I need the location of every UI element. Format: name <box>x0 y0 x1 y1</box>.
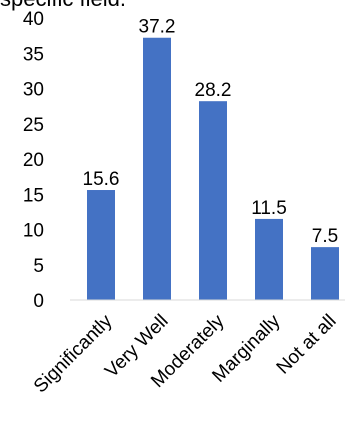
y-tick-label: 25 <box>23 115 44 136</box>
y-axis-ticks: 0 5 10 15 20 25 30 35 40 <box>23 9 44 312</box>
data-label: 11.5 <box>251 198 287 219</box>
y-tick-label: 15 <box>23 185 44 206</box>
y-tick-label: 30 <box>23 80 44 101</box>
y-tick-label: 5 <box>33 256 44 277</box>
data-label: 7.5 <box>312 226 338 247</box>
data-label: 28.2 <box>195 80 232 101</box>
bar <box>311 247 339 300</box>
category-label: Significantly <box>30 310 117 397</box>
y-tick-label: 40 <box>23 9 44 30</box>
category-label: Not at all <box>273 311 341 379</box>
y-tick-label: 35 <box>23 44 44 65</box>
data-label: 15.6 <box>83 169 120 190</box>
bar <box>143 37 171 301</box>
data-label: 37.2 <box>139 17 176 38</box>
bars <box>87 37 339 301</box>
y-tick-label: 10 <box>23 221 44 242</box>
clipped-header-text: specific field. <box>0 0 126 12</box>
bar <box>255 218 283 300</box>
y-tick-label: 20 <box>23 150 44 171</box>
data-labels: 15.6 37.2 28.2 11.5 7.5 <box>83 17 339 247</box>
bar <box>199 101 227 300</box>
bar <box>87 190 115 300</box>
y-tick-label: 0 <box>33 291 44 312</box>
